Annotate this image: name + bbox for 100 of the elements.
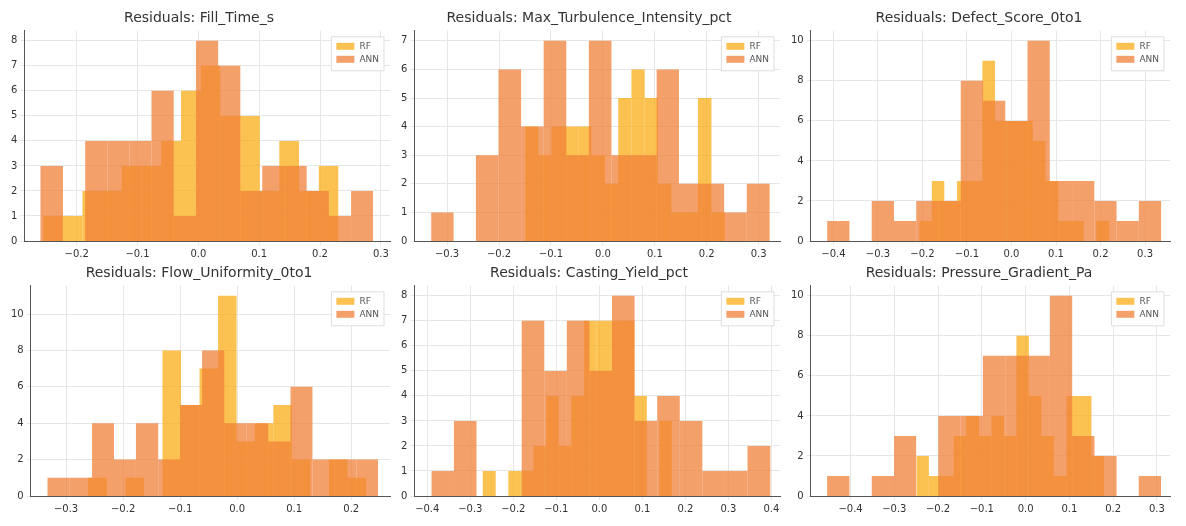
y-tick-label: 2 (797, 449, 804, 461)
y-tick-label: 10 (10, 307, 24, 319)
y-tick-label: 2 (400, 177, 408, 189)
y-tick-label: 6 (797, 114, 804, 126)
y-tick-label: 8 (17, 344, 24, 355)
y-tick-label: 1 (400, 464, 408, 476)
x-tick-label: 0.3 (1137, 247, 1154, 259)
legend-label: ANN (749, 54, 769, 65)
y-tick-label: 10 (790, 289, 804, 301)
chart-title: Residuals: Flow_Uniformity_0to1 (85, 264, 313, 281)
y-tick-label: 5 (400, 364, 408, 376)
x-tick-label: −0.2 (110, 502, 136, 514)
x-tick-label: 0.2 (1105, 502, 1122, 514)
legend-label: RF (359, 41, 371, 52)
x-tick-label: −0.4 (415, 502, 440, 514)
y-tick-label: 4 (797, 154, 804, 166)
legend-label: RF (1139, 296, 1151, 307)
legend-label: RF (359, 296, 371, 307)
x-tick-label: −0.2 (925, 502, 951, 514)
y-tick-label: 0 (17, 489, 24, 501)
y-tick-label: 1 (400, 206, 408, 217)
x-tick-label: 0.1 (1048, 247, 1064, 259)
x-tick-label: −0.2 (501, 502, 526, 514)
y-tick-label: 4 (10, 134, 18, 146)
y-tick-label: 0 (400, 234, 408, 246)
y-tick-label: 8 (797, 74, 804, 86)
y-tick-label: 2 (797, 194, 804, 206)
x-tick-label: 0.2 (343, 502, 360, 514)
y-tick-label: 2 (17, 453, 24, 465)
x-tick-label: 0.0 (591, 502, 608, 514)
y-tick-label: 7 (10, 59, 18, 71)
y-tick-label: 7 (400, 34, 408, 46)
x-tick-label: 0.1 (251, 247, 268, 259)
legend-label: ANN (1139, 309, 1159, 320)
x-tick-label: 0.1 (1061, 502, 1078, 514)
chart-title: Residuals: Pressure_Gradient_Pa (865, 264, 1093, 281)
y-tick-label: 4 (797, 409, 804, 421)
x-tick-label: −0.1 (954, 247, 980, 259)
y-tick-label: 7 (400, 314, 408, 326)
x-tick-label: 0.2 (698, 247, 715, 259)
x-tick-label: 0.1 (634, 502, 651, 514)
x-tick-label: 0.3 (372, 247, 389, 259)
y-tick-label: 6 (17, 380, 24, 392)
x-tick-label: 0.2 (312, 247, 328, 259)
x-tick-label: −0.1 (969, 502, 994, 514)
y-tick-label: 10 (790, 34, 804, 46)
legend-label: ANN (359, 54, 379, 65)
legend-label: ANN (749, 309, 769, 320)
legend-label: ANN (359, 309, 379, 320)
x-tick-label: 0.0 (1017, 502, 1034, 514)
y-tick-label: 0 (10, 234, 18, 246)
x-tick-label: −0.4 (821, 247, 846, 259)
y-tick-label: 3 (400, 414, 408, 426)
legend-label: RF (1139, 41, 1151, 52)
y-tick-label: 0 (797, 489, 804, 501)
x-tick-label: 0.0 (190, 247, 207, 259)
x-tick-label: −0.1 (544, 502, 569, 514)
x-tick-label: 0.3 (1148, 502, 1165, 514)
x-tick-label: −0.3 (882, 502, 907, 514)
x-tick-label: 0.4 (763, 502, 780, 514)
y-tick-label: 5 (10, 109, 18, 121)
chart-title: Residuals: Max_Turbulence_Intensity_pct (446, 9, 733, 26)
x-tick-label: −0.3 (865, 247, 891, 259)
y-tick-label: 8 (10, 34, 18, 46)
x-tick-label: −0.3 (53, 502, 79, 514)
x-tick-label: 0.0 (1003, 247, 1020, 259)
y-tick-label: 5 (400, 91, 408, 103)
y-tick-label: 4 (17, 416, 24, 428)
y-tick-label: 4 (400, 389, 408, 401)
legend-label: RF (749, 41, 761, 52)
x-tick-label: 0.3 (750, 247, 767, 259)
y-tick-label: 0 (797, 234, 804, 246)
x-tick-label: −0.2 (486, 247, 512, 259)
x-tick-label: −0.1 (538, 247, 564, 259)
legend-label: ANN (1139, 54, 1159, 65)
y-tick-label: 6 (10, 84, 18, 96)
y-tick-label: 3 (10, 159, 18, 171)
x-tick-label: −0.3 (434, 247, 460, 259)
y-tick-label: 6 (400, 63, 408, 74)
legend-label: RF (749, 296, 761, 307)
x-tick-label: 0.3 (720, 502, 737, 514)
x-tick-label: −0.1 (125, 247, 150, 259)
x-tick-label: 0.1 (286, 502, 303, 514)
y-tick-label: 1 (10, 209, 18, 221)
x-tick-label: −0.2 (64, 247, 89, 259)
x-tick-label: 0.0 (594, 247, 611, 259)
y-tick-label: 2 (400, 439, 408, 451)
y-tick-label: 8 (797, 329, 804, 341)
x-tick-label: −0.2 (910, 247, 935, 259)
y-tick-label: 4 (400, 120, 408, 132)
x-tick-label: 0.2 (1092, 247, 1109, 259)
chart-title: Residuals: Fill_Time_s (124, 9, 274, 26)
x-tick-label: 0.0 (229, 502, 246, 514)
chart-title: Residuals: Defect_Score_0to1 (875, 9, 1083, 26)
x-tick-label: 0.1 (646, 247, 663, 259)
y-tick-label: 0 (400, 489, 408, 501)
y-tick-label: 3 (400, 148, 408, 160)
x-tick-label: −0.4 (838, 502, 863, 514)
x-tick-label: 0.2 (677, 502, 694, 514)
y-tick-label: 6 (400, 339, 408, 351)
